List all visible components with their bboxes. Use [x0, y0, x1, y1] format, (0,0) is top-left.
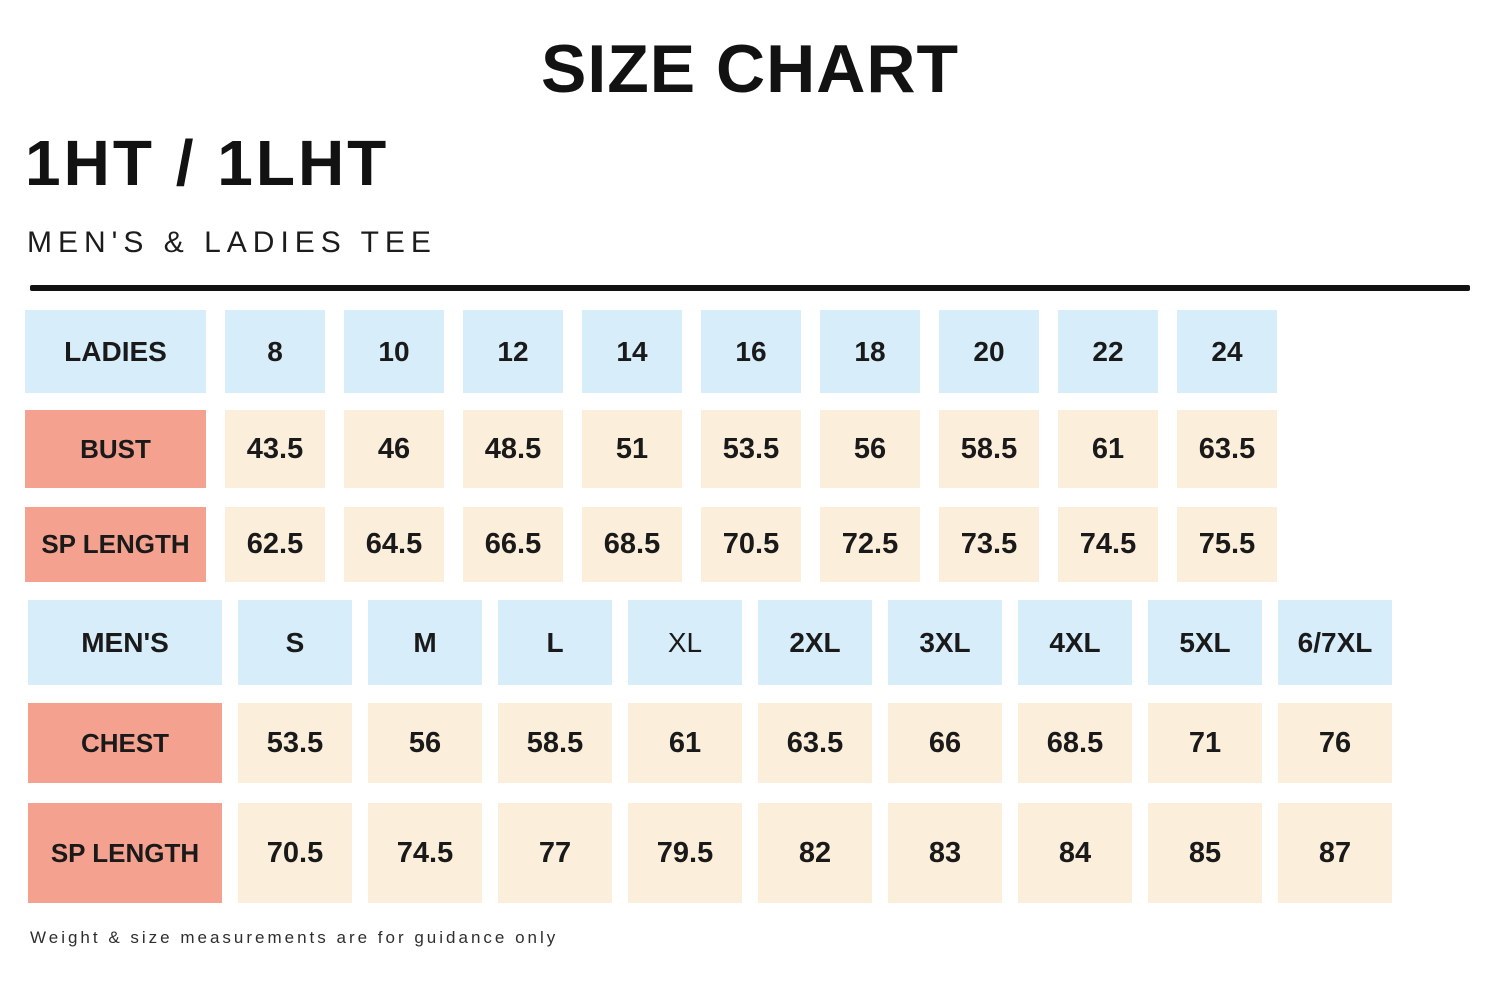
- mens-sp-length-value: 85: [1148, 803, 1262, 903]
- chest-value: 76: [1278, 703, 1392, 783]
- ladies-sp-length-label: SP LENGTH: [25, 507, 206, 582]
- mens-size-header: 6/7XL: [1278, 600, 1392, 685]
- chest-value: 53.5: [238, 703, 352, 783]
- mens-sp-length-value: 82: [758, 803, 872, 903]
- bust-value: 56: [820, 410, 920, 488]
- bust-value: 43.5: [225, 410, 325, 488]
- ladies-sp-length-row: SP LENGTH 62.5 64.5 66.5 68.5 70.5 72.5 …: [25, 507, 1277, 582]
- mens-header-label: MEN'S: [28, 600, 222, 685]
- ladies-size-header: 10: [344, 310, 444, 393]
- mens-sp-length-value: 74.5: [368, 803, 482, 903]
- ladies-sp-length-value: 70.5: [701, 507, 801, 582]
- ladies-size-header: 16: [701, 310, 801, 393]
- ladies-sp-length-value: 75.5: [1177, 507, 1277, 582]
- ladies-size-header: 24: [1177, 310, 1277, 393]
- bust-row-label: BUST: [25, 410, 206, 488]
- mens-size-header: 4XL: [1018, 600, 1132, 685]
- mens-size-header: 2XL: [758, 600, 872, 685]
- chest-value: 56: [368, 703, 482, 783]
- page-title: SIZE CHART: [541, 31, 959, 107]
- ladies-sp-length-value: 68.5: [582, 507, 682, 582]
- ladies-header-row: LADIES 8 10 12 14 16 18 20 22 24: [25, 310, 1277, 393]
- bust-value: 51: [582, 410, 682, 488]
- mens-size-header: 5XL: [1148, 600, 1262, 685]
- ladies-sp-length-value: 66.5: [463, 507, 563, 582]
- mens-size-header: 3XL: [888, 600, 1002, 685]
- mens-sp-length-value: 87: [1278, 803, 1392, 903]
- chest-value: 61: [628, 703, 742, 783]
- ladies-size-header: 8: [225, 310, 325, 393]
- ladies-header-label: LADIES: [25, 310, 206, 393]
- chest-value: 58.5: [498, 703, 612, 783]
- ladies-size-header: 20: [939, 310, 1039, 393]
- mens-header-row: MEN'S S M L XL 2XL 3XL 4XL 5XL 6/7XL: [28, 600, 1392, 685]
- bust-value: 61: [1058, 410, 1158, 488]
- mens-sp-length-value: 70.5: [238, 803, 352, 903]
- bust-value: 48.5: [463, 410, 563, 488]
- divider-rule: [30, 285, 1470, 291]
- bust-value: 53.5: [701, 410, 801, 488]
- bust-row: BUST 43.5 46 48.5 51 53.5 56 58.5 61 63.…: [25, 410, 1277, 488]
- product-subtitle: MEN'S & LADIES TEE: [27, 226, 437, 259]
- mens-size-header: S: [238, 600, 352, 685]
- bust-value: 46: [344, 410, 444, 488]
- mens-size-header: M: [368, 600, 482, 685]
- guidance-note: Weight & size measurements are for guida…: [30, 928, 559, 947]
- mens-sp-length-value: 83: [888, 803, 1002, 903]
- mens-size-header: L: [498, 600, 612, 685]
- mens-sp-length-value: 84: [1018, 803, 1132, 903]
- mens-sp-length-value: 77: [498, 803, 612, 903]
- chest-value: 71: [1148, 703, 1262, 783]
- ladies-size-header: 22: [1058, 310, 1158, 393]
- mens-size-header: XL: [628, 600, 742, 685]
- ladies-size-header: 18: [820, 310, 920, 393]
- chest-row-label: CHEST: [28, 703, 222, 783]
- mens-sp-length-value: 79.5: [628, 803, 742, 903]
- ladies-size-header: 14: [582, 310, 682, 393]
- product-code: 1HT / 1LHT: [25, 127, 390, 199]
- bust-value: 58.5: [939, 410, 1039, 488]
- bust-value: 63.5: [1177, 410, 1277, 488]
- ladies-sp-length-value: 64.5: [344, 507, 444, 582]
- chest-row: CHEST 53.5 56 58.5 61 63.5 66 68.5 71 76: [28, 703, 1392, 783]
- mens-sp-length-label: SP LENGTH: [28, 803, 222, 903]
- ladies-size-header: 12: [463, 310, 563, 393]
- ladies-sp-length-value: 72.5: [820, 507, 920, 582]
- chest-value: 63.5: [758, 703, 872, 783]
- chest-value: 66: [888, 703, 1002, 783]
- mens-sp-length-row: SP LENGTH 70.5 74.5 77 79.5 82 83 84 85 …: [28, 803, 1392, 903]
- chest-value: 68.5: [1018, 703, 1132, 783]
- ladies-sp-length-value: 74.5: [1058, 507, 1158, 582]
- ladies-sp-length-value: 62.5: [225, 507, 325, 582]
- ladies-sp-length-value: 73.5: [939, 507, 1039, 582]
